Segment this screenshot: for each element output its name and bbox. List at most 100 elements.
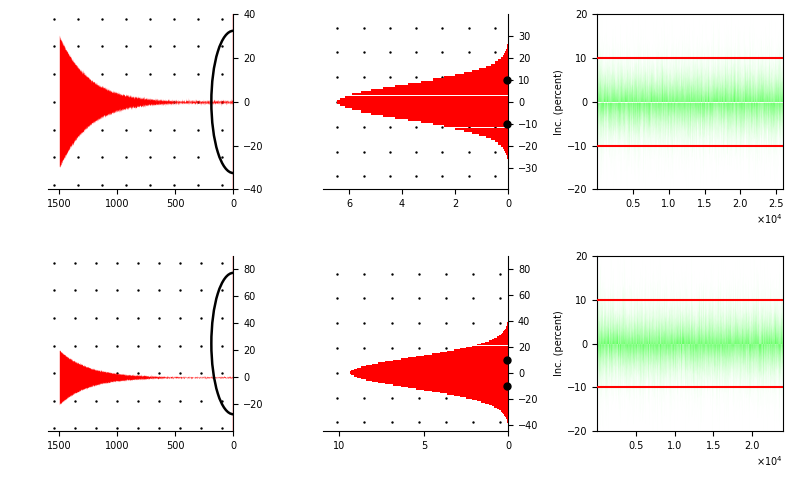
Bar <box>506 151 508 153</box>
Point <box>111 286 123 294</box>
Point <box>153 397 165 405</box>
Point <box>410 48 423 56</box>
Bar <box>507 155 508 157</box>
Bar <box>351 370 508 371</box>
Point <box>215 342 228 349</box>
Bar <box>383 115 508 117</box>
Bar <box>506 417 508 418</box>
Bar <box>505 329 508 330</box>
Point <box>168 70 180 78</box>
Bar <box>504 330 508 331</box>
Point <box>467 369 479 376</box>
Point <box>131 342 144 349</box>
Point <box>89 397 102 405</box>
Y-axis label: Inc. (percent): Inc. (percent) <box>554 69 564 135</box>
Point <box>95 70 108 78</box>
Bar <box>372 380 508 382</box>
Bar <box>491 64 508 66</box>
Bar <box>393 360 508 361</box>
Bar <box>337 102 508 104</box>
Point <box>494 369 506 376</box>
Point <box>331 344 343 352</box>
Point <box>358 369 370 376</box>
Bar <box>504 53 508 55</box>
Point <box>331 148 343 155</box>
Bar <box>479 134 508 136</box>
Point <box>383 172 396 180</box>
Point <box>358 344 370 352</box>
Point <box>143 98 156 106</box>
Point <box>467 344 479 352</box>
Y-axis label: Inc. (percent): Inc. (percent) <box>554 311 564 376</box>
Bar <box>506 51 508 53</box>
Bar <box>489 340 508 342</box>
Point <box>385 295 398 302</box>
Point <box>440 295 452 302</box>
Point <box>440 394 452 401</box>
Point <box>89 369 102 377</box>
Bar <box>408 119 508 121</box>
Point <box>119 70 132 78</box>
Point <box>331 270 343 277</box>
Point <box>357 123 370 131</box>
Point <box>215 397 228 405</box>
Point <box>119 154 132 161</box>
Bar <box>507 45 508 46</box>
Bar <box>447 394 508 395</box>
Point <box>153 369 165 377</box>
Point <box>489 172 502 180</box>
Bar <box>366 365 508 366</box>
Point <box>173 286 186 294</box>
Bar <box>501 57 508 59</box>
Bar <box>340 104 508 106</box>
Point <box>383 148 396 155</box>
Bar <box>366 379 508 380</box>
Point <box>413 270 425 277</box>
Point <box>195 342 207 349</box>
Bar <box>409 387 508 388</box>
Point <box>95 126 108 134</box>
Point <box>331 48 343 56</box>
Bar <box>486 136 508 138</box>
Point <box>413 394 425 401</box>
Bar <box>401 358 508 360</box>
Point <box>111 424 123 432</box>
Point <box>215 70 228 78</box>
Point <box>358 270 370 277</box>
Point <box>68 397 81 405</box>
Point <box>467 419 479 426</box>
Point <box>89 286 102 294</box>
Point <box>131 286 144 294</box>
Point <box>215 369 228 377</box>
Point <box>413 419 425 426</box>
Point <box>47 259 60 267</box>
Point <box>47 70 60 78</box>
Point <box>494 344 506 352</box>
Point <box>168 15 180 23</box>
Point <box>153 259 165 267</box>
Point <box>463 98 475 106</box>
Point <box>68 342 81 349</box>
Point <box>331 369 343 376</box>
Point <box>383 48 396 56</box>
Bar <box>455 74 508 76</box>
Point <box>215 424 228 432</box>
Point <box>436 172 449 180</box>
Point <box>440 419 452 426</box>
Point <box>72 43 84 50</box>
Point <box>131 397 144 405</box>
Point <box>331 23 343 31</box>
Bar <box>507 422 508 423</box>
Point <box>331 172 343 180</box>
Bar <box>494 407 508 408</box>
Point <box>463 172 475 180</box>
Bar <box>472 70 508 72</box>
Point <box>215 43 228 50</box>
Point <box>195 286 207 294</box>
Point <box>168 98 180 106</box>
Point <box>47 424 60 432</box>
Point <box>467 319 479 327</box>
Bar <box>361 366 508 367</box>
Point <box>111 397 123 405</box>
Point <box>68 286 81 294</box>
